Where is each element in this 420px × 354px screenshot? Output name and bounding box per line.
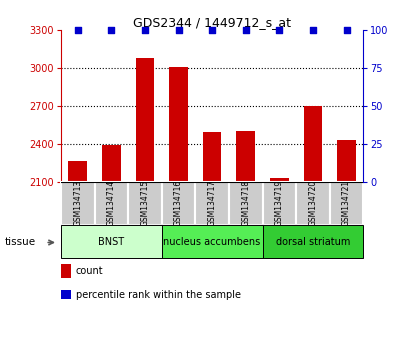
Bar [102,145,121,182]
Text: GSM134715: GSM134715 [140,180,150,226]
Text: GSM134718: GSM134718 [241,180,250,226]
Point [142,27,148,33]
Point [242,27,249,33]
Bar [61,264,71,278]
Text: nucleus accumbens: nucleus accumbens [163,236,261,247]
Bar [169,67,188,182]
Bar [162,225,262,258]
Text: GSM134719: GSM134719 [275,180,284,226]
Bar [94,182,128,225]
Text: tissue: tissue [4,238,35,247]
Bar [195,182,229,225]
Text: GSM134716: GSM134716 [174,180,183,226]
Bar [262,225,363,258]
Bar [304,106,322,182]
Bar [337,140,356,182]
Bar [330,182,363,225]
Point [310,27,316,33]
Bar [236,131,255,182]
Bar [162,182,195,225]
Title: GDS2344 / 1449712_s_at: GDS2344 / 1449712_s_at [133,16,291,29]
Bar [203,132,221,182]
Text: BNST: BNST [98,236,124,247]
Point [276,27,283,33]
Point [108,27,115,33]
Bar [262,182,296,225]
Text: GSM134714: GSM134714 [107,180,116,226]
Point [343,27,350,33]
Bar [128,182,162,225]
Text: GSM134720: GSM134720 [308,180,318,226]
Text: GSM134717: GSM134717 [207,180,217,226]
Bar [61,225,162,258]
Bar [270,178,289,182]
Text: dorsal striatum: dorsal striatum [276,236,350,247]
Point [74,27,81,33]
Bar [61,290,71,299]
Text: count: count [76,266,103,276]
Text: GSM134713: GSM134713 [73,180,82,226]
Bar [229,182,262,225]
Bar [68,161,87,182]
Text: percentile rank within the sample: percentile rank within the sample [76,290,241,299]
Bar [296,182,330,225]
Bar [61,182,94,225]
Point [175,27,182,33]
Bar [136,58,154,182]
Text: GSM134721: GSM134721 [342,180,351,226]
Point [209,27,215,33]
